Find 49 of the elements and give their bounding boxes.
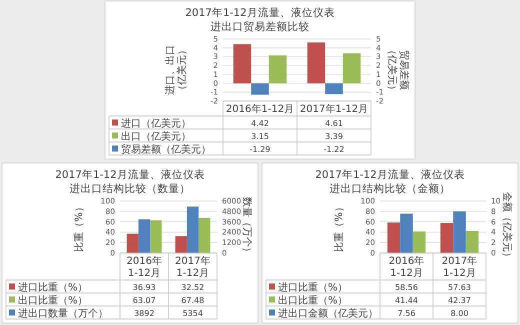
legend-label: 进口比重（%）	[18, 282, 88, 294]
data-label: 58.56	[395, 283, 418, 292]
legend-label: 进口（亿美元）	[121, 118, 191, 130]
data-label: 41.44	[395, 296, 418, 305]
y2-axis-title: 贸易差额（亿美元）	[386, 45, 410, 95]
legend-label: 贸易差额（亿美元）	[121, 144, 211, 156]
data-label: 8.00	[450, 309, 468, 318]
chart-subtitle: 进出口结构比较（数量）	[70, 182, 190, 195]
y-axis-title: 进口、出口（亿美元）	[164, 45, 188, 95]
legend-label: 出口比重（%）	[278, 294, 348, 306]
legend-label: 进口比重（%）	[278, 282, 348, 294]
bar	[233, 44, 252, 84]
data-label: 3.39	[325, 132, 343, 141]
data-label: -1.22	[324, 145, 344, 154]
y2-axis-title: 数量（万个）	[241, 197, 253, 257]
x-tick-label: 2017年1-12月	[175, 255, 210, 279]
data-label: 36.93	[132, 283, 156, 292]
legend-label: 进出口数量（万个）	[18, 308, 108, 320]
data-label: 5354	[182, 309, 203, 318]
y2-axis-title: 金额（亿美元）	[501, 192, 513, 262]
legend-label: 进出口金额（亿美元）	[278, 308, 378, 320]
data-label: 4.42	[251, 119, 269, 128]
data-label: 3.15	[251, 132, 269, 141]
x-tick-label: 2017年1-12月	[442, 255, 478, 279]
legend-label: 出口比重（%）	[18, 294, 88, 306]
chart-title: 2017年1-12月流量、液位仪表	[315, 168, 465, 181]
data-label: 4.61	[325, 119, 343, 128]
chart-subtitle: 进出口贸易差额比较	[210, 20, 310, 33]
data-label: 3892	[134, 309, 154, 318]
chart-subtitle: 进出口结构比较（金额）	[330, 182, 450, 195]
chart-title: 2017年1-12月流量、液位仪表	[185, 6, 335, 19]
data-label: 32.52	[181, 283, 204, 292]
data-label: 42.37	[448, 296, 471, 305]
y-axis-title: 比重（%）	[333, 202, 345, 252]
data-label: 67.48	[181, 296, 204, 305]
x-tick-label: 2016年1-12月	[388, 255, 424, 279]
data-label: -1.29	[250, 145, 270, 154]
y-axis-title: 比重（%）	[73, 202, 85, 252]
x-tick-label: 2016年1-12月	[226, 103, 294, 115]
bar	[268, 55, 287, 84]
bar	[307, 42, 326, 84]
bar	[342, 53, 361, 84]
x-tick-label: 2017年1-12月	[300, 103, 368, 115]
legend-label: 出口（亿美元）	[121, 130, 191, 142]
chart-title: 2017年1-12月流量、液位仪表	[55, 168, 205, 181]
data-label: 63.07	[132, 296, 156, 305]
data-label: 57.63	[448, 283, 471, 292]
data-label: 7.56	[398, 309, 416, 318]
x-tick-label: 2016年1-12月	[126, 255, 162, 279]
